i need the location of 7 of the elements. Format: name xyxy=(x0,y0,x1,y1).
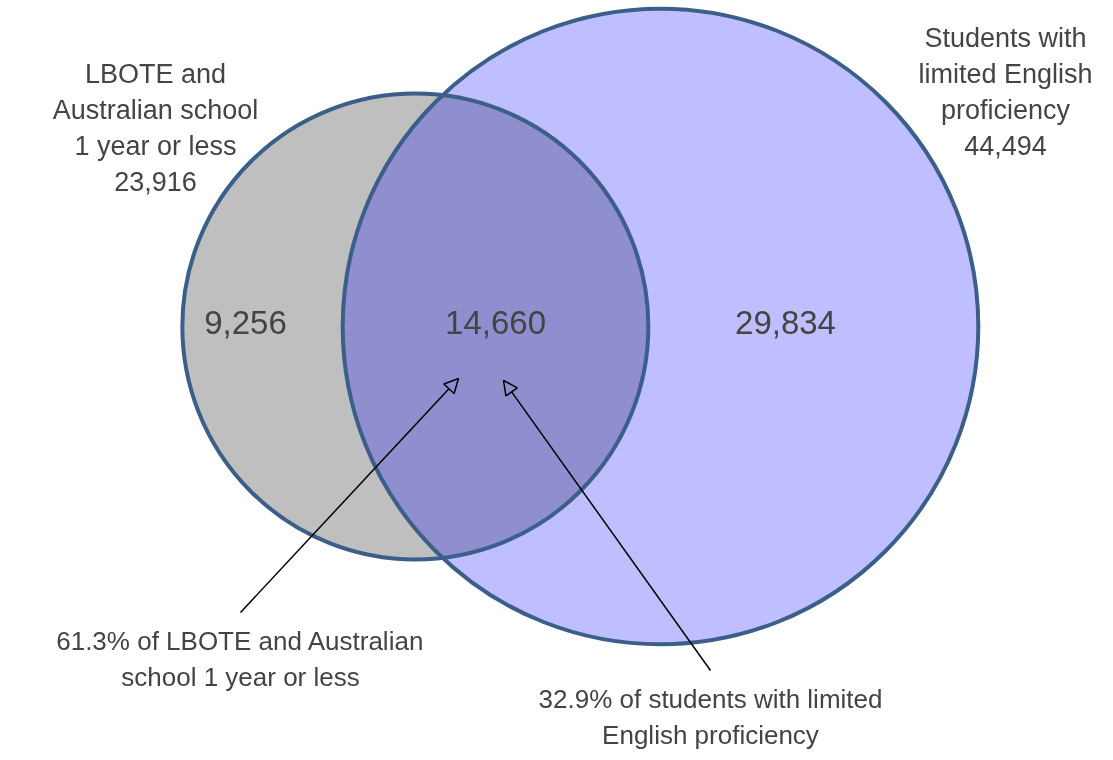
data-label: 9,256 xyxy=(204,304,287,341)
category-label: Students with limited English proficiency 44,494 xyxy=(918,22,1093,161)
text: 61.3% of LBOTE and Australian school 1 year or less xyxy=(56,625,424,692)
text: 32.9% of students with limited English proficiency xyxy=(538,683,883,750)
data-label: 14,660 xyxy=(445,304,546,341)
category-label: LBOTE and Australian school 1 year or less 23,916 xyxy=(52,58,259,197)
data-label: 29,834 xyxy=(735,304,836,341)
